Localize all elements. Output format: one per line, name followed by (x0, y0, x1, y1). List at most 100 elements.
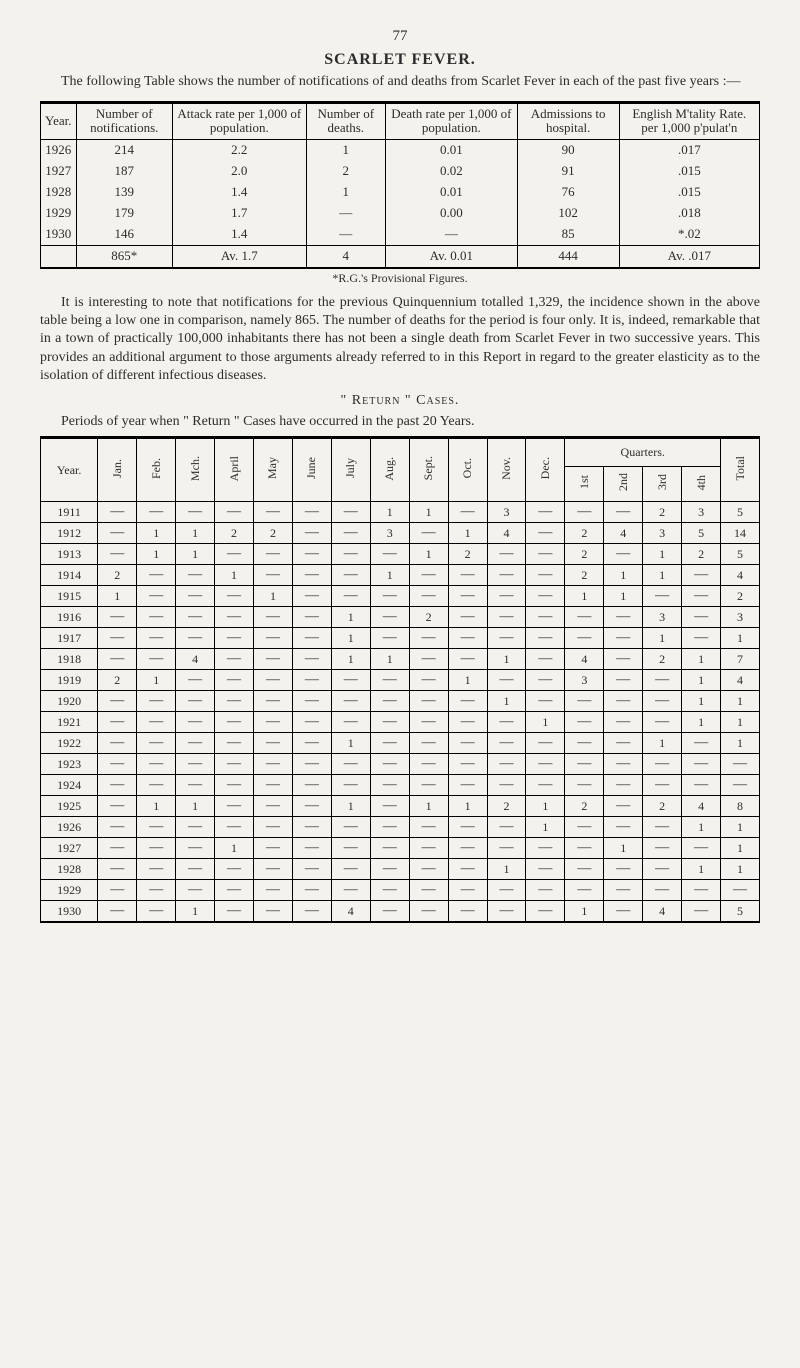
t2-total-cell: 5 (721, 901, 760, 923)
t2-cell: — (370, 775, 409, 796)
t1-cell: — (306, 203, 385, 224)
t2-quarters-header: Quarters. (565, 438, 721, 467)
t2-total-header: Total (721, 438, 760, 502)
t1-cell: 146 (76, 224, 173, 245)
t1-cell: 2.0 (173, 161, 307, 182)
t2-cell: 2 (409, 607, 448, 628)
t2-cell: — (292, 733, 331, 754)
t2-total-cell: — (721, 880, 760, 901)
t1-sum-cell: 444 (517, 246, 619, 268)
t2-total-cell: — (721, 775, 760, 796)
t2-quarter-cell: — (604, 628, 643, 649)
t2-cell: — (137, 817, 176, 838)
t2-cell: — (292, 880, 331, 901)
t2-cell: — (526, 670, 565, 691)
t2-quarter-cell: 2 (565, 544, 604, 565)
t2-cell: — (98, 649, 137, 670)
t2-quarter-cell: — (682, 880, 721, 901)
t2-cell: — (254, 607, 293, 628)
t2-quarter-cell: — (682, 775, 721, 796)
t1-cell: 90 (517, 140, 619, 161)
t2-cell: — (254, 712, 293, 733)
t2-quarter-cell: 2 (643, 502, 682, 523)
t2-cell: 4 (487, 523, 526, 544)
t2-quarter-cell: — (682, 838, 721, 859)
t2-month-header: Feb. (137, 438, 176, 502)
t2-cell: — (448, 733, 487, 754)
t2-quarter-cell: 4 (604, 523, 643, 544)
t2-cell: — (487, 712, 526, 733)
t2-cell: — (409, 775, 448, 796)
t2-quarter-cell: 1 (643, 628, 682, 649)
t2-cell: — (215, 754, 254, 775)
t1-cell: .017 (619, 140, 759, 161)
t2-cell: — (526, 502, 565, 523)
t2-total-cell: — (721, 754, 760, 775)
t2-cell: 1 (448, 796, 487, 817)
t2-quarter-cell: — (643, 859, 682, 880)
t2-quarter-cell: — (643, 754, 682, 775)
t2-cell: — (254, 649, 293, 670)
t2-cell: 1 (331, 733, 370, 754)
t2-quarter-cell: — (643, 775, 682, 796)
t2-cell: — (254, 901, 293, 923)
t2-quarter-cell: 2 (565, 523, 604, 544)
t1-cell: 179 (76, 203, 173, 224)
t2-year-cell: 1912 (41, 523, 98, 544)
t2-cell: — (370, 754, 409, 775)
t1-cell: 1928 (41, 182, 77, 203)
t2-cell: — (176, 586, 215, 607)
t2-year-cell: 1926 (41, 817, 98, 838)
t2-quarter-cell: 2 (565, 565, 604, 586)
t2-quarter-cell: — (604, 733, 643, 754)
t2-cell: — (176, 838, 215, 859)
t2-cell: — (176, 502, 215, 523)
t2-cell: — (176, 880, 215, 901)
t2-cell: — (487, 628, 526, 649)
t2-cell: — (331, 859, 370, 880)
t2-total-cell: 4 (721, 565, 760, 586)
monthly-table: Year.Jan.Feb.Mch.AprilMayJuneJulyAug.Sep… (40, 436, 760, 923)
t2-cell: — (137, 712, 176, 733)
t2-quarter-cell: — (565, 712, 604, 733)
t1-header: Number of deaths. (306, 102, 385, 140)
t2-cell: — (409, 712, 448, 733)
t1-cell: 1.7 (173, 203, 307, 224)
t2-quarter-cell: — (604, 691, 643, 712)
t2-year-cell: 1914 (41, 565, 98, 586)
t1-cell: 0.00 (385, 203, 517, 224)
t2-cell: 1 (331, 649, 370, 670)
t1-cell: 1930 (41, 224, 77, 245)
t2-month-header: July (331, 438, 370, 502)
t2-cell: — (526, 838, 565, 859)
t2-cell: — (98, 712, 137, 733)
t2-quarter-cell: 1 (682, 859, 721, 880)
t2-cell: — (409, 754, 448, 775)
t2-cell: — (370, 586, 409, 607)
t2-quarter-cell: — (604, 502, 643, 523)
t2-year-cell: 1916 (41, 607, 98, 628)
t2-total-cell: 14 (721, 523, 760, 544)
t2-cell: — (137, 565, 176, 586)
t2-cell: — (292, 817, 331, 838)
t2-cell: — (254, 880, 293, 901)
t2-quarter-cell: — (604, 796, 643, 817)
t2-cell: — (215, 796, 254, 817)
t2-quarter-cell: 1 (565, 901, 604, 923)
t2-cell: 1 (331, 628, 370, 649)
t1-header: Death rate per 1,000 of population. (385, 102, 517, 140)
t1-sum-cell: Av. 0.01 (385, 246, 517, 268)
t2-quarter-cell: 1 (565, 586, 604, 607)
t2-year-cell: 1923 (41, 754, 98, 775)
body-paragraph: It is interesting to note that notificat… (40, 294, 760, 385)
t2-cell: — (526, 523, 565, 544)
t2-quarter-cell: — (565, 838, 604, 859)
t2-cell: — (370, 670, 409, 691)
t2-cell: — (409, 859, 448, 880)
t2-cell: — (137, 649, 176, 670)
t2-month-header: Aug. (370, 438, 409, 502)
t2-cell: — (215, 586, 254, 607)
t1-cell: 1 (306, 140, 385, 161)
t2-quarter-cell: 3 (643, 607, 682, 628)
t2-year-cell: 1922 (41, 733, 98, 754)
